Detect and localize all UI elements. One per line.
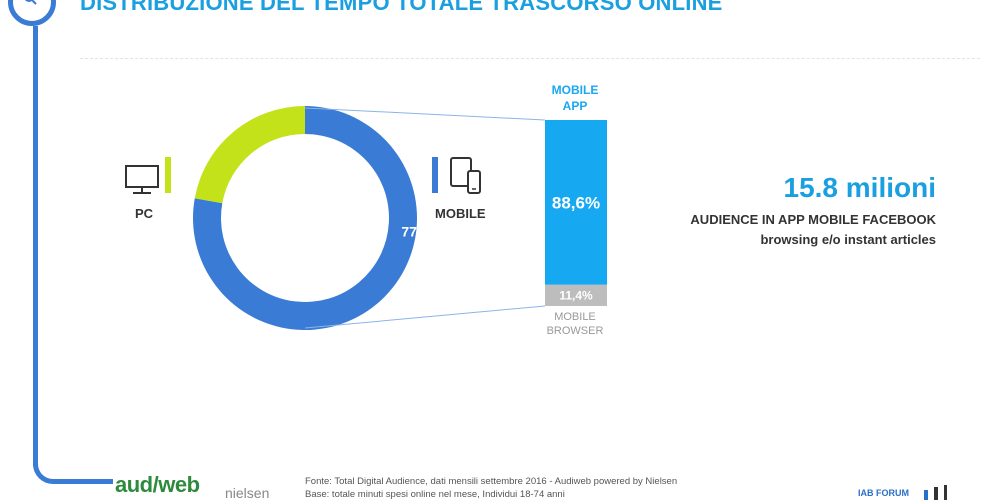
- donut-value-label-pc: 22,2%: [222, 90, 262, 106]
- donut-slice-pc: [194, 106, 305, 204]
- connector-bottom: [304, 305, 546, 329]
- bar-segment-mobile-browser: [545, 284, 607, 306]
- monitor-icon: [125, 165, 159, 194]
- title-bar: DISTRIBUZIONE DEL TEMPO TOTALE TRASCORSO…: [0, 0, 1000, 60]
- mobile-label: MOBILE: [435, 206, 486, 221]
- bar-value-label-mobile-browser: 11,4%: [559, 289, 593, 303]
- iab-forum-text: IAB FORUM: [858, 488, 909, 498]
- audience-value: 15.8 milioni: [783, 172, 937, 203]
- iab-logo-icon: [924, 485, 947, 500]
- page-title: DISTRIBUZIONE DEL TEMPO TOTALE TRASCORSO…: [80, 0, 723, 15]
- timeline-line: [33, 26, 38, 466]
- audiweb-logo: aud/web: [115, 472, 200, 497]
- footer-base: Base: totale minuti spesi online nel mes…: [305, 489, 565, 500]
- mobile-app-label-line1: MOBILE: [552, 83, 599, 97]
- title-rule: [80, 58, 980, 59]
- timeline-hook: [33, 458, 113, 484]
- donut-value-label-mobile: 77,8%: [401, 223, 441, 239]
- stacked-bar: 88,6% 11,4%: [545, 120, 607, 306]
- mobile-app-label-line2: APP: [563, 99, 588, 113]
- mobile-browser-label-line1: MOBILE: [554, 311, 596, 323]
- mobile-devices-icon: [450, 157, 481, 194]
- bar-value-label-mobile-app: 88,6%: [552, 193, 600, 212]
- nielsen-logo: nielsen: [225, 485, 270, 501]
- search-icon: [25, 0, 37, 5]
- bar-segment-mobile-app: [545, 120, 607, 285]
- mobile-color-swatch: [432, 157, 438, 193]
- audience-sublabel: browsing e/o instant articles: [760, 232, 936, 247]
- pc-label: PC: [135, 206, 154, 221]
- connector-top: [304, 107, 546, 121]
- audience-label: AUDIENCE IN APP MOBILE FACEBOOK: [690, 212, 936, 227]
- mobile-browser-label-line2: BROWSER: [547, 325, 604, 337]
- footer-source: Fonte: Total Digital Audience, dati mens…: [305, 476, 678, 487]
- donut-chart: 22,2% 77,8%: [192, 90, 442, 330]
- pc-color-swatch: [165, 157, 171, 193]
